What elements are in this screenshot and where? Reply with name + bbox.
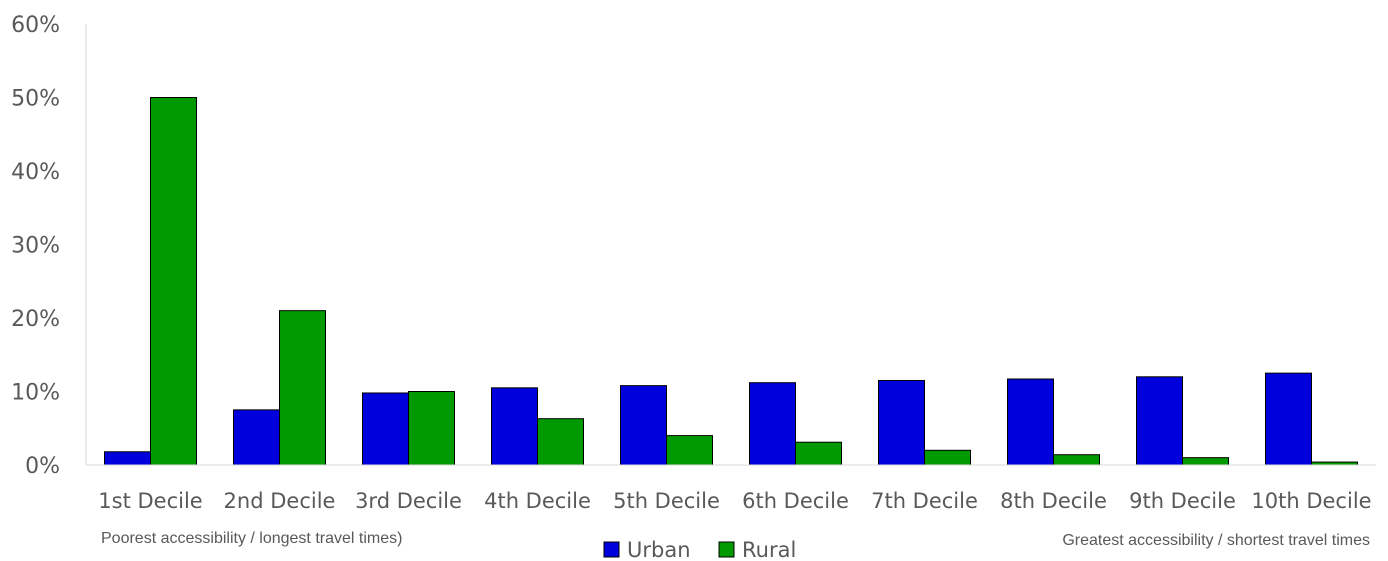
legend-swatch-urban [603,541,620,558]
y-tick-label: 50% [11,87,60,112]
x-tick-label: 3rd Decile [355,489,462,513]
x-tick-label: 4th Decile [484,489,591,513]
x-tick-label: 10th Decile [1251,489,1371,513]
legend-label-urban: Urban [627,538,691,561]
bar-rural-7 [924,449,971,466]
annotation-left: Poorest accessibility / longest travel t… [101,530,402,547]
bar-urban-6 [749,382,796,466]
bar-urban-1 [104,451,151,466]
x-tick-label: 7th Decile [871,489,978,513]
legend: Urban Rural [603,538,796,561]
y-tick-label: 30% [11,234,60,259]
bar-urban-2 [233,409,280,466]
bar-rural-1 [150,97,197,466]
y-tick-label: 0% [25,454,60,479]
y-tick-label: 10% [11,381,60,406]
annotation-right: Greatest accessibility / shortest travel… [1062,532,1370,549]
bars [104,97,1358,466]
legend-label-rural: Rural [742,538,796,561]
bar-urban-3 [362,392,409,466]
bar-rural-4 [537,418,584,466]
x-tick-labels: 1st Decile 2nd Decile 3rd Decile 4th Decile… [98,489,1371,513]
x-tick-label: 5th Decile [613,489,720,513]
bar-urban-4 [491,387,538,466]
bar-urban-9 [1136,376,1183,466]
bar-rural-6 [795,441,842,466]
x-tick-label: 2nd Decile [224,489,336,513]
x-tick-label: 8th Decile [1000,489,1107,513]
y-tick-label: 40% [11,160,60,185]
x-tick-label: 1st Decile [98,489,202,513]
y-tick-labels: 0% 10% 20% 30% 40% 50% 60% [11,13,60,479]
bar-rural-3 [408,391,455,466]
bar-urban-5 [620,385,667,466]
y-tick-label: 20% [11,307,60,332]
bar-urban-10 [1265,372,1312,466]
bar-rural-5 [666,435,713,466]
bar-urban-8 [1007,378,1054,466]
legend-swatch-rural [718,541,735,558]
bar-rural-2 [279,310,326,466]
y-tick-label: 60% [11,13,60,38]
x-tick-label: 9th Decile [1129,489,1236,513]
x-tick-label: 6th Decile [742,489,849,513]
bar-urban-7 [878,379,925,466]
bar-rural-8 [1053,454,1100,466]
bar-rural-9 [1182,457,1229,466]
